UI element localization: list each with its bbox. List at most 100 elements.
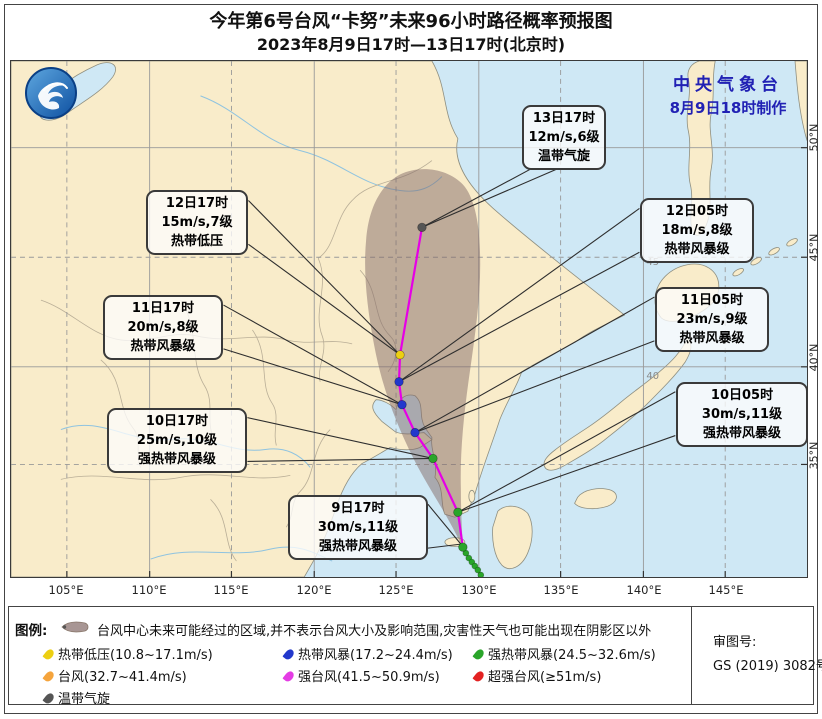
cone-note: 台风中心未来可能经过的区域,并不表示台风大小及影响范围,灾害性天气也可能出现在阴… [97,624,652,639]
lon-tick-label: 125°E [378,583,414,597]
forecast-track [397,227,464,548]
leader-line [223,348,403,406]
callout-line: 热带风暴级 [664,242,730,257]
leader-line [398,251,640,383]
lon-tick-label: 120°E [296,583,332,597]
typhoon-intensity-icon [282,669,296,684]
legend-box: 图例: 台风中心未来可能经过的区域,并不表示台风大小及影响范围,灾害性天气也可能… [8,606,822,707]
leader-line [223,304,403,406]
lat-tick-label: 35°N [807,441,821,470]
lon-tick-label: 135°E [543,583,579,597]
agency-name: 中央气象台 [673,75,783,95]
leader-line [247,417,434,459]
honshu [543,337,692,471]
callout-line: 11日05时 [680,293,744,308]
leader-line [427,503,462,545]
leader-line [414,296,655,434]
lon-tick-label: 115°E [213,583,249,597]
forecast-callout: 10日17时 25m/s,10级 强热带风暴级 [107,408,247,473]
legend-item: 超强台风(≥51m/s) [472,666,602,685]
callout-line: 热带风暴级 [679,331,745,346]
callout-line: 12m/s,6级 [528,130,600,145]
lat-tick-label: 40°N [807,343,821,372]
forecast-callout: 11日17时 20m/s,8级 热带风暴级 [103,295,223,360]
legend-item-label: 超强台风(≥51m/s) [488,670,602,685]
forecast-callout: 12日17时 15m/s,7级 热带低压 [146,190,248,255]
callout-line: 12日17时 [165,196,229,211]
leader-line [247,457,433,462]
kuril-island [750,257,762,266]
lon-tick-label: 145°E [708,583,744,597]
dynamic-layer: 4540 [223,169,676,577]
callout-line: 热带低压 [170,234,223,249]
lon-tick-label: 105°E [48,583,84,597]
title-block: 今年第6号台风“卡努”未来96小时路径概率预报图 2023年8月9日17时—13… [0,10,822,56]
callout-line: 10日05时 [710,388,774,403]
leader-line [421,169,530,228]
issue-time: 8月9日18时制作 [669,98,787,117]
callout-line: 18m/s,8级 [661,223,733,238]
legend-item-label: 温带气旋 [58,692,111,707]
typhoon-intensity-icon [472,669,486,684]
typhoon-intensity-icon [42,691,56,706]
license-label: 审图号: [713,635,757,650]
callout-line: 30m/s,11级 [317,520,399,535]
track-point [394,377,404,387]
callout-line: 强热带风暴级 [318,539,397,554]
license-number: GS (2019) 3082号 [713,659,822,674]
legend-item-label: 强热带风暴(24.5~32.6m/s) [488,648,656,663]
history-point [477,571,485,577]
track-point [397,400,407,410]
kuril-island [768,247,780,256]
legend-item-label: 强台风(41.5~50.9m/s) [298,670,440,685]
callout-line: 25m/s,10级 [136,433,218,448]
typhoon-intensity-icon [42,669,56,684]
callout-line: 热带风暴级 [130,339,196,354]
callout-line: 15m/s,7级 [161,215,233,230]
leader-line [457,391,676,513]
history-point [474,566,482,574]
callout-line: 23m/s,9级 [676,312,748,327]
legend-item: 热带风暴(17.2~24.4m/s) [282,644,453,663]
forecast-callout: 9日17时 30m/s,11级 强热带风暴级 [288,495,428,560]
callout-line: 10日17时 [145,414,209,429]
callout-line: 强热带风暴级 [137,452,216,467]
typhoon-intensity-icon [472,647,486,662]
leader-line [457,435,676,513]
kamchatka-sliver [794,61,807,141]
forecast-callout: 13日17时 12m/s,6级 温带气旋 [522,105,606,170]
track-point [458,542,468,552]
leader-line [421,169,556,228]
track-point [428,453,438,464]
leader-line [248,243,401,356]
shikoku [574,488,617,510]
callout-line: 11日17时 [131,301,195,316]
track-point [453,507,463,517]
cma-logo-icon [25,67,77,119]
callout-line: 强热带风暴级 [702,426,781,441]
legend-label: 图例: [15,623,48,639]
lon-tick-label: 140°E [626,583,662,597]
track-point [417,222,427,232]
page-title: 今年第6号台风“卡努”未来96小时路径概率预报图 [209,11,613,32]
leader-line [398,207,640,383]
callout-line: 12日05时 [665,204,729,219]
tsushima-island [468,489,476,503]
leader-line [427,543,461,549]
lon-tick-label: 110°E [131,583,167,597]
lon-tick-label: 130°E [461,583,497,597]
agency-watermark: 中央气象台 8月9日18时制作 [644,74,812,119]
track-point [395,350,405,360]
callout-line: 20m/s,8级 [127,320,199,335]
inline-lat-mark: 40 [646,371,659,382]
forecast-callout: 10日05时 30m/s,11级 强热带风暴级 [676,382,808,447]
forecast-callout: 12日05时 18m/s,8级 热带风暴级 [640,198,754,263]
typhoon-intensity-icon [282,647,296,662]
probability-cone [365,169,481,549]
kyushu [492,505,533,569]
leader-line [414,340,655,434]
legend-item: 热带低压(10.8~17.1m/s) [42,644,213,663]
track-point [410,427,420,438]
